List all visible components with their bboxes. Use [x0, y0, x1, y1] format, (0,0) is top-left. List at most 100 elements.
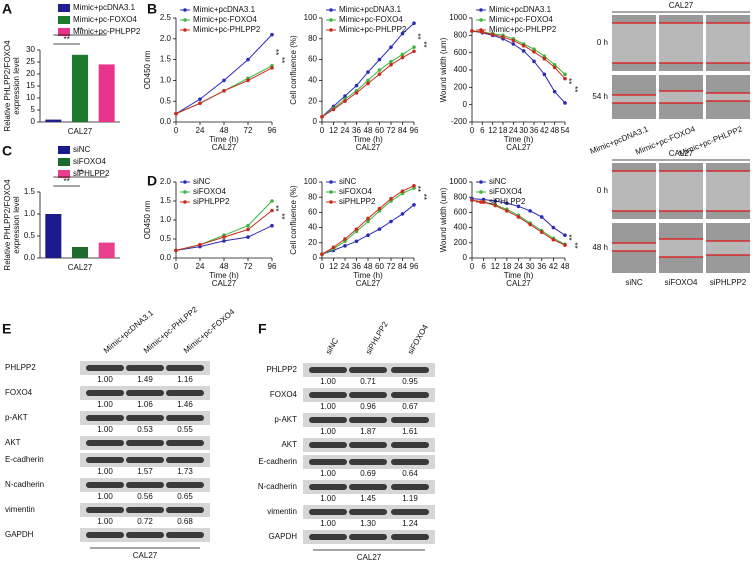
y-tick-label: 1.0 — [24, 209, 36, 218]
blot-band — [86, 532, 124, 538]
legend-swatch — [58, 170, 70, 178]
x-tick-label: 24 — [341, 262, 350, 271]
data-point — [174, 111, 178, 116]
bar — [72, 247, 88, 258]
y-tick-label: 400 — [454, 223, 468, 232]
blot-band — [86, 457, 124, 463]
y-tick-label: 2.0 — [160, 177, 172, 186]
y-axis-label: expression level — [12, 57, 21, 115]
row-label: 48 h — [592, 243, 608, 252]
blot-band — [166, 482, 204, 488]
protein-label: FOXO4 — [270, 390, 298, 399]
quantification: 1.45 — [360, 494, 376, 503]
y-tick-label: 60 — [308, 208, 317, 217]
data-point — [400, 189, 405, 193]
y-tick-label: 0 — [313, 117, 318, 126]
y-tick-label: 1.5 — [160, 196, 172, 205]
data-point — [354, 239, 359, 244]
panel-label: C — [2, 143, 12, 159]
x-tick-label: 18 — [499, 126, 508, 135]
legend-label: siNC — [489, 177, 507, 186]
y-tick-label: 2.0 — [160, 34, 172, 43]
legend-label: siPHLPP2 — [193, 197, 230, 206]
x-axis-label: CAL27 — [68, 263, 93, 272]
data-point — [542, 54, 547, 58]
quantification: 1.00 — [320, 469, 336, 478]
blot-band — [126, 482, 164, 488]
x-tick-label: 18 — [502, 262, 511, 271]
blot-band — [86, 365, 124, 371]
legend-marker — [329, 190, 333, 194]
y-axis-label: expression level — [12, 196, 21, 254]
blot-band — [309, 459, 347, 465]
x-tick-label: 6 — [480, 126, 485, 135]
x-axis-label: CAL27 — [68, 127, 93, 136]
x-tick-label: 96 — [268, 262, 277, 271]
data-point — [563, 243, 567, 247]
x-axis-label: Time (h) — [353, 271, 383, 280]
data-point — [389, 196, 393, 201]
x-tick-label: 72 — [387, 126, 396, 135]
data-point — [505, 209, 509, 213]
blot-band — [391, 442, 429, 448]
y-tick-label: 0 — [463, 253, 468, 262]
y-tick-label: 800 — [454, 192, 468, 201]
blot-band — [166, 365, 204, 371]
chart-subtitle: CAL27 — [212, 279, 237, 288]
y-tick-label: 25 — [26, 57, 35, 66]
data-point — [532, 59, 536, 64]
blot-band — [349, 417, 387, 423]
legend-marker — [479, 18, 483, 22]
legend-marker — [479, 8, 483, 12]
blot-band — [86, 482, 124, 488]
quantification: 0.53 — [137, 425, 153, 434]
y-tick-label: 200 — [454, 238, 468, 247]
data-point — [400, 31, 405, 36]
quantification: 1.73 — [177, 467, 193, 476]
protein-label: N-cadherin — [5, 480, 44, 489]
data-point — [354, 83, 359, 88]
data-point — [505, 201, 509, 206]
significance: ** — [419, 194, 428, 200]
legend-swatch — [58, 4, 70, 12]
x-tick-label: 48 — [220, 262, 229, 271]
y-tick-label: 15 — [26, 81, 35, 90]
data-point — [542, 56, 547, 61]
significance: ** — [77, 168, 83, 177]
y-tick-label: 1.5 — [160, 55, 172, 64]
row-label: 0 h — [597, 186, 608, 195]
data-point — [366, 233, 370, 237]
x-tick-label: 60 — [375, 126, 384, 135]
y-tick-label: 1000 — [449, 13, 467, 22]
data-point — [389, 63, 393, 67]
data-point — [331, 245, 336, 250]
data-point — [412, 49, 416, 54]
series-line — [471, 30, 566, 75]
data-point — [270, 223, 274, 228]
blot-band — [309, 442, 347, 448]
blot-band — [86, 440, 124, 446]
x-tick-label: 72 — [387, 262, 396, 271]
series-line — [471, 30, 566, 80]
panel-label: B — [147, 1, 157, 17]
wound-gap — [612, 171, 656, 211]
data-point — [246, 223, 250, 228]
y-tick-label: 20 — [308, 238, 317, 247]
blot-band — [126, 532, 164, 538]
significance: ** — [564, 78, 573, 84]
wound-gap — [659, 23, 703, 63]
x-tick-label: 60 — [375, 262, 384, 271]
x-tick-label: 42 — [549, 262, 558, 271]
data-point — [400, 212, 405, 216]
y-tick-label: 20 — [26, 69, 35, 78]
blot-band — [349, 509, 387, 515]
protein-label: p-AKT — [274, 415, 297, 424]
series-line — [471, 30, 566, 104]
y-tick-label: 0.5 — [24, 231, 36, 240]
quantification: 1.24 — [402, 519, 418, 528]
y-tick-label: 200 — [454, 82, 468, 91]
quantification: 1.61 — [402, 427, 418, 436]
x-tick-label: 84 — [398, 262, 407, 271]
legend-swatch — [58, 158, 70, 166]
y-tick-label: 0 — [31, 117, 36, 126]
